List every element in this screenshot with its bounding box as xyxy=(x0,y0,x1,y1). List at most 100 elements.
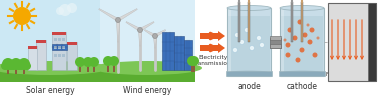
Polygon shape xyxy=(154,30,166,37)
Bar xyxy=(36,40,46,43)
Bar xyxy=(191,65,193,72)
Polygon shape xyxy=(138,30,141,46)
Bar xyxy=(67,42,77,70)
Circle shape xyxy=(152,33,158,38)
Bar xyxy=(62,54,65,57)
Bar xyxy=(100,68,195,82)
Circle shape xyxy=(240,39,245,44)
Text: Wind energy: Wind energy xyxy=(123,86,171,95)
Polygon shape xyxy=(117,9,137,21)
Circle shape xyxy=(293,35,297,40)
Circle shape xyxy=(75,57,85,67)
Circle shape xyxy=(232,48,237,53)
Polygon shape xyxy=(153,36,156,48)
Circle shape xyxy=(116,18,121,23)
Bar xyxy=(368,3,376,81)
Circle shape xyxy=(284,38,287,42)
Circle shape xyxy=(89,57,99,67)
Circle shape xyxy=(285,43,291,48)
Circle shape xyxy=(2,58,14,70)
Circle shape xyxy=(59,4,71,16)
Polygon shape xyxy=(218,43,225,53)
Circle shape xyxy=(67,3,77,13)
Polygon shape xyxy=(144,30,156,37)
Ellipse shape xyxy=(228,70,270,75)
Bar xyxy=(79,66,81,72)
Circle shape xyxy=(288,28,293,33)
Bar xyxy=(301,2,303,42)
Circle shape xyxy=(316,37,319,39)
Bar xyxy=(58,46,60,49)
Ellipse shape xyxy=(92,61,202,75)
Bar xyxy=(36,40,46,70)
Circle shape xyxy=(23,62,31,70)
Polygon shape xyxy=(126,22,141,31)
Bar xyxy=(113,65,115,72)
Circle shape xyxy=(138,28,143,33)
Circle shape xyxy=(234,33,240,38)
Circle shape xyxy=(249,45,254,50)
Circle shape xyxy=(260,43,265,48)
Circle shape xyxy=(299,48,305,53)
Circle shape xyxy=(296,58,301,63)
Bar xyxy=(200,45,218,51)
Bar xyxy=(270,38,281,48)
Bar xyxy=(67,42,77,45)
Polygon shape xyxy=(139,22,154,31)
Bar xyxy=(270,44,281,48)
Circle shape xyxy=(302,33,307,38)
Bar xyxy=(193,65,195,72)
Polygon shape xyxy=(218,31,225,41)
Bar xyxy=(270,36,281,40)
Bar xyxy=(15,68,17,74)
Text: Fuels，Chemicals: Fuels，Chemicals xyxy=(326,72,370,77)
Circle shape xyxy=(10,58,22,70)
Circle shape xyxy=(310,28,314,33)
Bar xyxy=(328,3,376,81)
Circle shape xyxy=(1,62,9,70)
Bar xyxy=(93,66,95,72)
Bar xyxy=(58,54,60,57)
Circle shape xyxy=(245,28,249,33)
Bar xyxy=(7,68,9,74)
Bar xyxy=(291,2,293,42)
Bar xyxy=(54,54,56,57)
Circle shape xyxy=(7,62,15,70)
Bar xyxy=(174,36,184,70)
Bar xyxy=(238,2,240,42)
Circle shape xyxy=(257,35,262,40)
Bar xyxy=(162,32,174,70)
Polygon shape xyxy=(99,9,119,21)
Circle shape xyxy=(307,23,310,27)
Bar xyxy=(0,68,100,82)
Text: cathode: cathode xyxy=(287,82,318,91)
Bar xyxy=(279,71,325,76)
Circle shape xyxy=(18,58,30,70)
Circle shape xyxy=(109,56,119,66)
Bar xyxy=(280,8,324,76)
Bar xyxy=(52,32,66,70)
Bar xyxy=(281,8,284,76)
Bar xyxy=(184,40,192,70)
Bar xyxy=(28,46,37,70)
Ellipse shape xyxy=(0,61,110,75)
Bar xyxy=(227,8,271,76)
Text: formic acid
acetic acid etc.: formic acid acetic acid etc. xyxy=(329,19,366,30)
Text: Solar energy: Solar energy xyxy=(26,86,74,95)
Circle shape xyxy=(189,56,199,66)
Bar xyxy=(226,71,272,76)
Circle shape xyxy=(285,53,291,58)
Circle shape xyxy=(297,19,302,24)
Bar xyxy=(100,0,195,82)
Bar xyxy=(54,46,56,49)
Bar xyxy=(248,2,250,42)
Circle shape xyxy=(13,7,31,25)
Text: CO₂: CO₂ xyxy=(361,7,372,12)
Bar xyxy=(52,32,66,35)
Bar xyxy=(62,38,65,41)
Bar xyxy=(228,16,270,72)
Bar xyxy=(28,46,37,49)
Text: Electricity
transmission: Electricity transmission xyxy=(194,55,232,66)
Circle shape xyxy=(83,57,93,67)
Ellipse shape xyxy=(281,70,323,75)
